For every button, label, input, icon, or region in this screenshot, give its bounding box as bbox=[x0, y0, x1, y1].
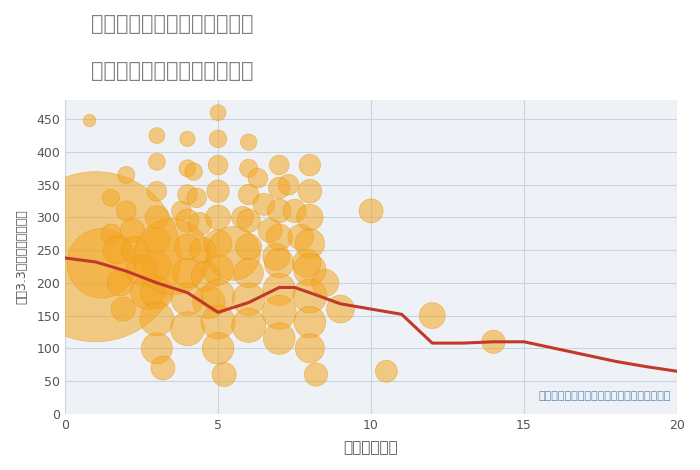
Point bbox=[243, 243, 254, 251]
Point bbox=[243, 138, 254, 146]
Point bbox=[151, 315, 162, 322]
Point bbox=[274, 184, 285, 192]
Point bbox=[96, 259, 107, 267]
Point bbox=[243, 164, 254, 172]
Point bbox=[182, 325, 193, 332]
Point bbox=[130, 246, 141, 254]
Point bbox=[120, 171, 132, 179]
Point bbox=[310, 371, 321, 378]
Point bbox=[213, 188, 224, 195]
Point bbox=[213, 318, 224, 326]
Point bbox=[151, 132, 162, 140]
X-axis label: 駅距離（分）: 駅距離（分） bbox=[344, 440, 398, 455]
Point bbox=[151, 345, 162, 352]
Point bbox=[252, 174, 263, 182]
Point bbox=[274, 335, 285, 342]
Point bbox=[182, 135, 193, 142]
Point bbox=[381, 368, 392, 375]
Point bbox=[304, 240, 316, 247]
Point bbox=[213, 240, 224, 247]
Point bbox=[84, 117, 95, 124]
Point bbox=[243, 296, 254, 303]
Point bbox=[335, 306, 346, 313]
Point bbox=[258, 201, 270, 208]
Point bbox=[488, 338, 499, 345]
Point bbox=[274, 259, 285, 267]
Point bbox=[213, 214, 224, 221]
Text: 円の大きさは、取引のあった物件面積を示す: 円の大きさは、取引のあった物件面積を示す bbox=[538, 391, 671, 401]
Point bbox=[151, 236, 162, 244]
Point bbox=[274, 309, 285, 316]
Point bbox=[304, 345, 316, 352]
Point bbox=[213, 292, 224, 300]
Text: 神奈川県伊勢佐木長者町駅の: 神奈川県伊勢佐木長者町駅の bbox=[91, 14, 253, 34]
Point bbox=[200, 273, 211, 280]
Point bbox=[182, 269, 193, 277]
Point bbox=[265, 227, 276, 234]
Point bbox=[151, 263, 162, 270]
Point bbox=[115, 279, 126, 287]
Point bbox=[127, 227, 138, 234]
Point bbox=[213, 135, 224, 142]
Point bbox=[203, 299, 214, 306]
Point bbox=[301, 259, 312, 267]
Point bbox=[191, 194, 202, 202]
Point bbox=[365, 207, 377, 215]
Point bbox=[274, 161, 285, 169]
Point bbox=[237, 214, 248, 221]
Point bbox=[151, 214, 162, 221]
Point bbox=[304, 188, 316, 195]
Point bbox=[106, 230, 117, 237]
Point bbox=[295, 233, 307, 241]
Point bbox=[243, 269, 254, 277]
Point bbox=[213, 345, 224, 352]
Point bbox=[158, 364, 169, 372]
Point bbox=[427, 312, 438, 320]
Point bbox=[120, 207, 132, 215]
Point bbox=[182, 243, 193, 251]
Point bbox=[320, 279, 331, 287]
Point bbox=[271, 253, 282, 260]
Y-axis label: 坪（3.3㎡）単価（万円）: 坪（3.3㎡）単価（万円） bbox=[15, 209, 28, 304]
Text: 駅距離別中古マンション価格: 駅距離別中古マンション価格 bbox=[91, 61, 253, 81]
Point bbox=[167, 253, 178, 260]
Point bbox=[218, 371, 230, 378]
Point bbox=[182, 191, 193, 198]
Point bbox=[90, 253, 101, 260]
Point bbox=[274, 207, 285, 215]
Point bbox=[213, 266, 224, 274]
Point bbox=[243, 321, 254, 329]
Point bbox=[182, 217, 193, 225]
Point bbox=[283, 181, 294, 188]
Point bbox=[213, 109, 224, 117]
Point bbox=[197, 246, 209, 254]
Point bbox=[142, 289, 153, 297]
Point bbox=[289, 207, 300, 215]
Point bbox=[274, 233, 285, 241]
Point bbox=[106, 194, 117, 202]
Point bbox=[304, 214, 316, 221]
Point bbox=[304, 266, 316, 274]
Point bbox=[243, 191, 254, 198]
Point bbox=[304, 292, 316, 300]
Point bbox=[182, 164, 193, 172]
Point bbox=[213, 161, 224, 169]
Point bbox=[243, 217, 254, 225]
Point bbox=[151, 289, 162, 297]
Point bbox=[182, 296, 193, 303]
Point bbox=[194, 220, 205, 228]
Point bbox=[111, 246, 122, 254]
Point bbox=[228, 250, 239, 257]
Point bbox=[274, 286, 285, 293]
Point bbox=[118, 306, 129, 313]
Point bbox=[304, 318, 316, 326]
Point bbox=[136, 266, 147, 274]
Point bbox=[151, 188, 162, 195]
Point bbox=[151, 158, 162, 165]
Point bbox=[304, 161, 316, 169]
Point bbox=[188, 168, 199, 175]
Point bbox=[176, 207, 187, 215]
